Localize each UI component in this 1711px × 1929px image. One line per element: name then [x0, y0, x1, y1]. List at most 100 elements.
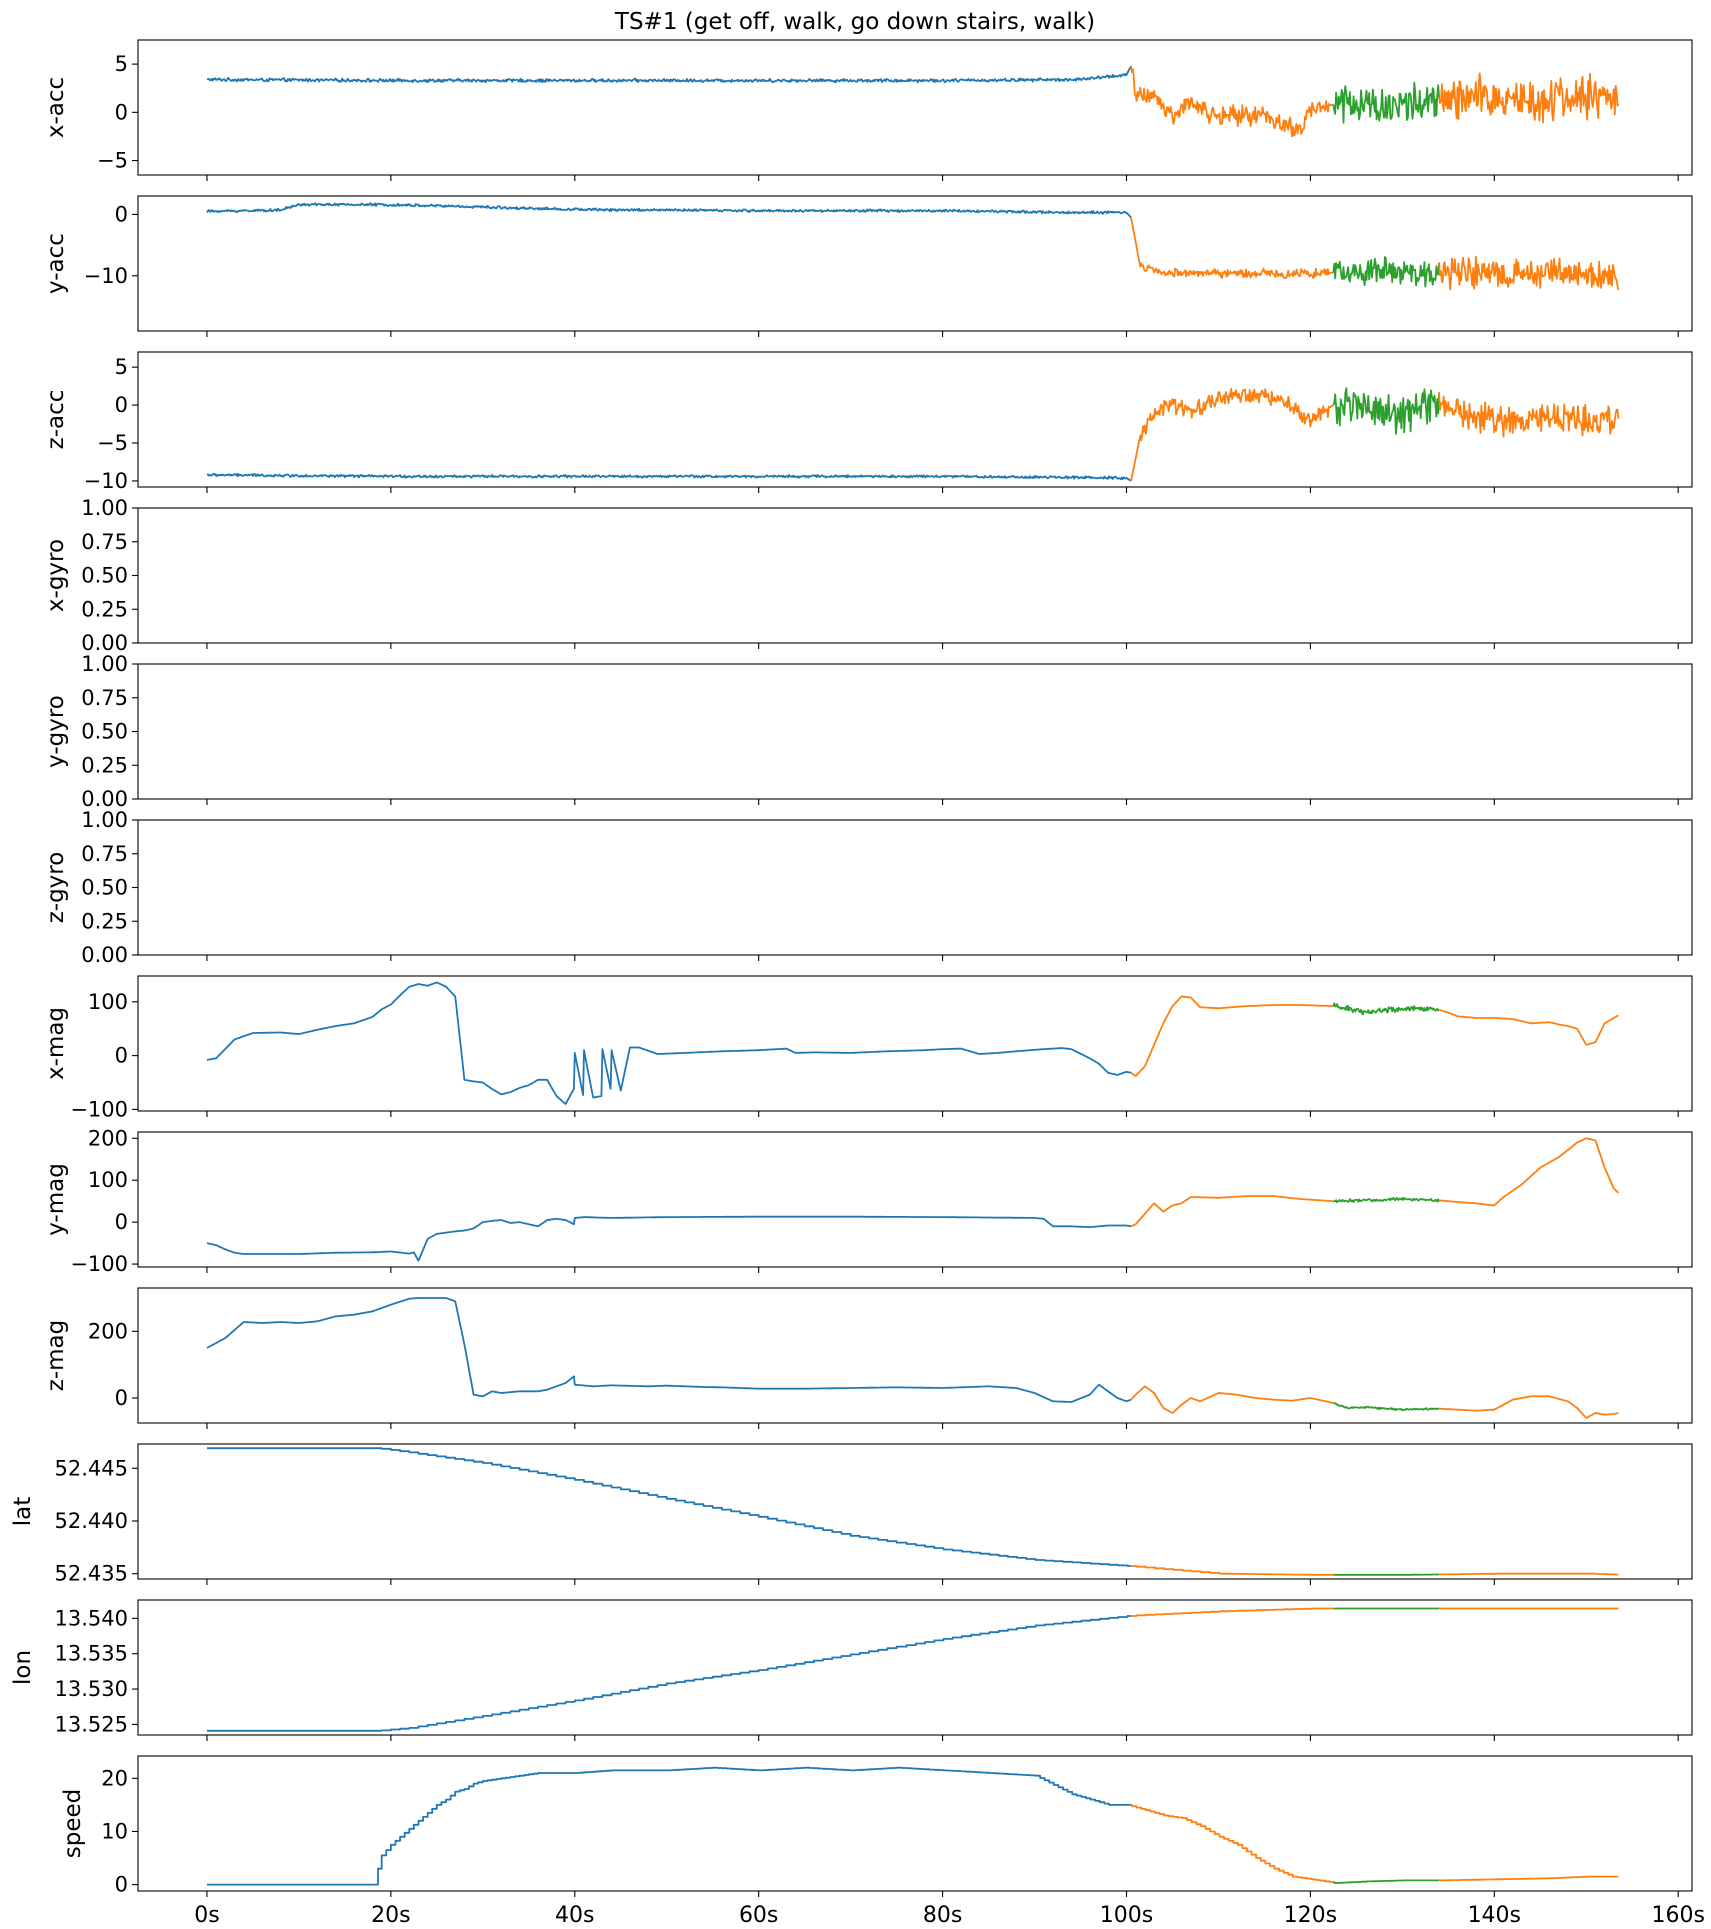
axes-frame — [137, 663, 1693, 800]
y-tick-label: 13.540 — [55, 1606, 128, 1630]
y-tick-label: 100 — [88, 1168, 128, 1192]
axes-frame — [137, 1287, 1693, 1424]
y-tick-label: 0.50 — [81, 720, 128, 744]
y-tick-label: 5 — [115, 52, 128, 76]
y-axis-label: y-gyro — [43, 695, 69, 768]
series-speed-segment-4 — [1439, 1875, 1619, 1882]
y-tick-label: −10 — [84, 469, 128, 493]
y-tick-label: 200 — [88, 1126, 128, 1150]
axes-frame — [137, 819, 1693, 956]
y-tick-label: 0.25 — [81, 597, 128, 621]
y-axis-label: y-mag — [43, 1163, 69, 1236]
series-lat-segment-1 — [207, 1447, 1132, 1567]
series-z-acc-segment-2 — [1130, 387, 1334, 482]
y-tick-label: 1.00 — [81, 808, 128, 832]
y-tick-label: −100 — [70, 1097, 128, 1121]
series-y-mag-segment-2 — [1130, 1195, 1334, 1228]
series-x-mag-segment-3 — [1332, 1002, 1440, 1016]
y-tick-label: 0.75 — [81, 842, 128, 866]
y-tick-label: 13.535 — [55, 1642, 128, 1666]
panel-z-gyro: 0.00 0.25 0.50 0.75 1.00 z-gyro — [43, 808, 1693, 967]
y-tick-label: 13.530 — [55, 1677, 128, 1701]
series-speed-segment-2 — [1131, 1804, 1334, 1883]
x-tick-label: 100s — [1100, 1903, 1153, 1928]
panel-speed: 0 10 20 speed — [60, 1755, 1693, 1897]
axes-frame — [137, 507, 1693, 644]
y-tick-label: −100 — [70, 1252, 128, 1276]
panel-lat: 52.435 52.440 52.445 lat — [10, 1443, 1693, 1586]
panel-lon: 13.525 13.530 13.535 13.540 lon — [10, 1599, 1693, 1741]
y-axis-label: y-acc — [43, 233, 69, 294]
series-z-mag-segment-2 — [1130, 1385, 1334, 1414]
figure-title: TS#1 (get off, walk, go down stairs, wal… — [614, 9, 1095, 35]
y-tick-label: 0 — [115, 100, 128, 124]
y-tick-label: −5 — [97, 431, 128, 455]
y-tick-label: 52.435 — [55, 1562, 128, 1586]
y-tick-label: 52.445 — [55, 1456, 128, 1480]
y-axis-label: x-mag — [43, 1007, 69, 1080]
y-axis-label: speed — [60, 1789, 86, 1858]
y-tick-label: 0.75 — [81, 530, 128, 554]
x-tick-label: 120s — [1284, 1903, 1337, 1928]
series-y-mag-segment-4 — [1438, 1137, 1619, 1207]
series-z-acc-segment-4 — [1438, 392, 1620, 438]
series-y-mag-segment-3 — [1333, 1196, 1440, 1204]
y-tick-label: 1.00 — [81, 496, 128, 520]
y-tick-label: 13.525 — [55, 1712, 128, 1736]
panel-z-mag: 0 200 z-mag — [43, 1287, 1693, 1429]
axes-frame — [137, 975, 1693, 1112]
y-tick-label: 0 — [115, 1386, 128, 1410]
axes-frame — [137, 1131, 1693, 1268]
series-x-acc-segment-2 — [1130, 65, 1334, 138]
x-tick-label: 80s — [923, 1903, 962, 1928]
y-tick-label: 0 — [115, 393, 128, 417]
axes-frame — [137, 1755, 1693, 1892]
panel-y-acc: −10 0 y-acc — [43, 195, 1693, 337]
y-tick-label: 0.75 — [81, 686, 128, 710]
series-z-mag-segment-3 — [1333, 1402, 1440, 1412]
series-y-mag-segment-1 — [206, 1215, 1132, 1262]
series-speed-segment-1 — [207, 1766, 1132, 1886]
series-lon-segment-1 — [207, 1615, 1132, 1732]
y-tick-label: 0 — [115, 1210, 128, 1234]
series-x-mag-segment-4 — [1438, 1009, 1619, 1046]
axes-frame — [137, 351, 1693, 488]
panel-x-mag: −100 0 100 x-mag — [43, 975, 1693, 1121]
series-z-acc-segment-3 — [1332, 387, 1440, 435]
x-tick-label: 20s — [371, 1903, 410, 1928]
y-tick-label: 100 — [88, 990, 128, 1014]
y-axis-label: lon — [10, 1650, 36, 1685]
y-axis-label: z-gyro — [43, 852, 69, 924]
y-tick-label: 0.25 — [81, 753, 128, 777]
series-x-acc-segment-4 — [1438, 72, 1620, 124]
x-tick-label: 160s — [1651, 1903, 1704, 1928]
x-tick-label: 60s — [739, 1903, 778, 1928]
y-tick-label: 0 — [115, 202, 128, 226]
y-tick-label: 52.440 — [55, 1509, 128, 1533]
y-tick-label: 0 — [115, 1044, 128, 1068]
series-lat-segment-2 — [1131, 1565, 1334, 1576]
series-lon-segment-2 — [1131, 1607, 1334, 1617]
y-tick-label: −10 — [84, 264, 128, 288]
y-tick-label: 20 — [101, 1766, 128, 1790]
series-speed-segment-3 — [1333, 1879, 1440, 1884]
panel-z-acc: −10 −5 0 5 z-acc — [43, 351, 1693, 493]
y-tick-label: −5 — [97, 149, 128, 173]
series-z-acc-segment-1 — [206, 472, 1132, 482]
series-x-acc-segment-1 — [206, 65, 1132, 84]
y-tick-label: 0.50 — [81, 876, 128, 900]
series-y-acc-segment-4 — [1438, 255, 1620, 291]
y-tick-label: 0 — [115, 1873, 128, 1897]
y-tick-label: 5 — [115, 355, 128, 379]
series-x-mag-segment-2 — [1130, 995, 1334, 1077]
y-tick-label: 200 — [88, 1319, 128, 1343]
series-y-acc-segment-2 — [1130, 217, 1334, 279]
y-tick-label: 0.00 — [81, 787, 128, 811]
axes-frame — [137, 195, 1693, 332]
panel-x-gyro: 0.00 0.25 0.50 0.75 1.00 x-gyro — [43, 496, 1693, 655]
y-tick-label: 0.00 — [81, 631, 128, 655]
panel-y-mag: −100 0 100 200 y-mag — [43, 1126, 1693, 1276]
y-tick-label: 0.50 — [81, 564, 128, 588]
series-z-mag-segment-1 — [206, 1297, 1132, 1403]
